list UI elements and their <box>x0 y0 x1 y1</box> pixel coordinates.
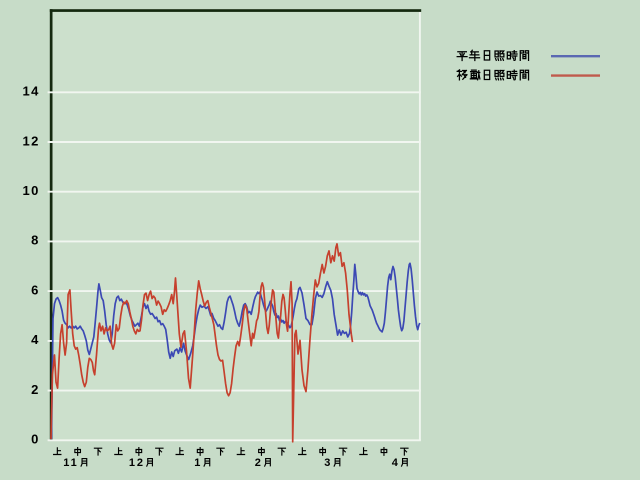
svg-text:12: 12 <box>129 457 145 469</box>
svg-text:12: 12 <box>23 133 40 148</box>
svg-text:1: 1 <box>194 457 202 469</box>
svg-text:8: 8 <box>31 233 40 248</box>
svg-text:4: 4 <box>31 332 40 347</box>
svg-text:10: 10 <box>23 183 40 198</box>
svg-text:2: 2 <box>255 457 263 469</box>
svg-text:0: 0 <box>31 432 40 447</box>
svg-text:14: 14 <box>23 84 40 99</box>
svg-text:3: 3 <box>324 457 332 469</box>
svg-text:11: 11 <box>63 457 78 469</box>
svg-text:4: 4 <box>392 457 400 469</box>
svg-text:6: 6 <box>31 282 40 297</box>
svg-text:2: 2 <box>31 382 40 397</box>
